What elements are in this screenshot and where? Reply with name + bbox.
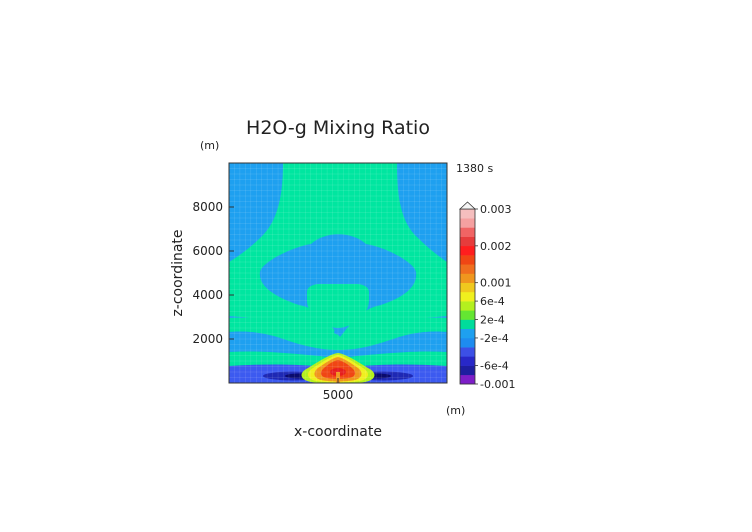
axes: 5000 2000 4000 6000 8000	[192, 200, 353, 402]
colorbar-band	[460, 365, 475, 376]
colorbar-band	[460, 319, 475, 330]
colorbar-band	[460, 347, 475, 357]
colorbar-label: -0.001	[480, 378, 515, 391]
colorbar-label: 2e-4	[480, 314, 505, 327]
time-label: 1380 s	[456, 162, 493, 175]
colorbar-band	[460, 264, 475, 274]
colorbar-band	[460, 245, 475, 256]
colorbar-band	[460, 282, 475, 293]
colorbar-label: -2e-4	[480, 332, 509, 345]
colorbar-label: 0.001	[480, 277, 512, 290]
x-tick-label: 5000	[323, 388, 354, 402]
region-core-stem	[336, 372, 340, 383]
colorbar-label: -6e-4	[480, 360, 509, 373]
chart-title: H2O-g Mixing Ratio	[246, 117, 430, 139]
colorbar-band	[460, 374, 475, 385]
x-axis-label: x-coordinate	[294, 424, 382, 440]
y-tick-label: 4000	[192, 288, 223, 302]
region-blue-band	[229, 331, 447, 358]
colorbar-band	[460, 328, 475, 339]
region-lower-green	[229, 317, 447, 350]
colorbar-band	[460, 291, 475, 302]
colorbar-arrow	[458, 201, 477, 210]
y-tick-label: 8000	[192, 200, 223, 214]
colorbar-band	[460, 255, 475, 265]
colorbar-band	[460, 236, 475, 247]
colorbar-label: 6e-4	[480, 295, 505, 308]
y-tick-label: 6000	[192, 244, 223, 258]
y-axis-label: z-coordinate	[170, 229, 186, 316]
colorbar-band	[460, 301, 475, 311]
colorbar-band	[460, 337, 475, 348]
grid	[229, 163, 447, 383]
region-inner-green	[307, 284, 369, 328]
colorbar-label: 0.003	[480, 203, 512, 216]
x-unit-label: (m)	[446, 404, 465, 417]
y-unit-label: (m)	[200, 139, 219, 152]
colorbar-band	[460, 218, 475, 228]
plot-area	[228, 162, 448, 384]
colorbar-band	[460, 227, 475, 237]
colorbar-band	[460, 209, 475, 219]
colorbar-band	[460, 356, 475, 366]
colorbar: -0.001 -6e-4 -2e-4 2e-4 6e-4 0.001 0.002 0.003	[458, 201, 515, 391]
y-tick-label: 2000	[192, 332, 223, 346]
colorbar-band	[460, 273, 475, 283]
colorbar-label: 0.002	[480, 240, 512, 253]
colorbar-band	[460, 310, 475, 320]
region-inner-blue-dot	[334, 329, 342, 335]
